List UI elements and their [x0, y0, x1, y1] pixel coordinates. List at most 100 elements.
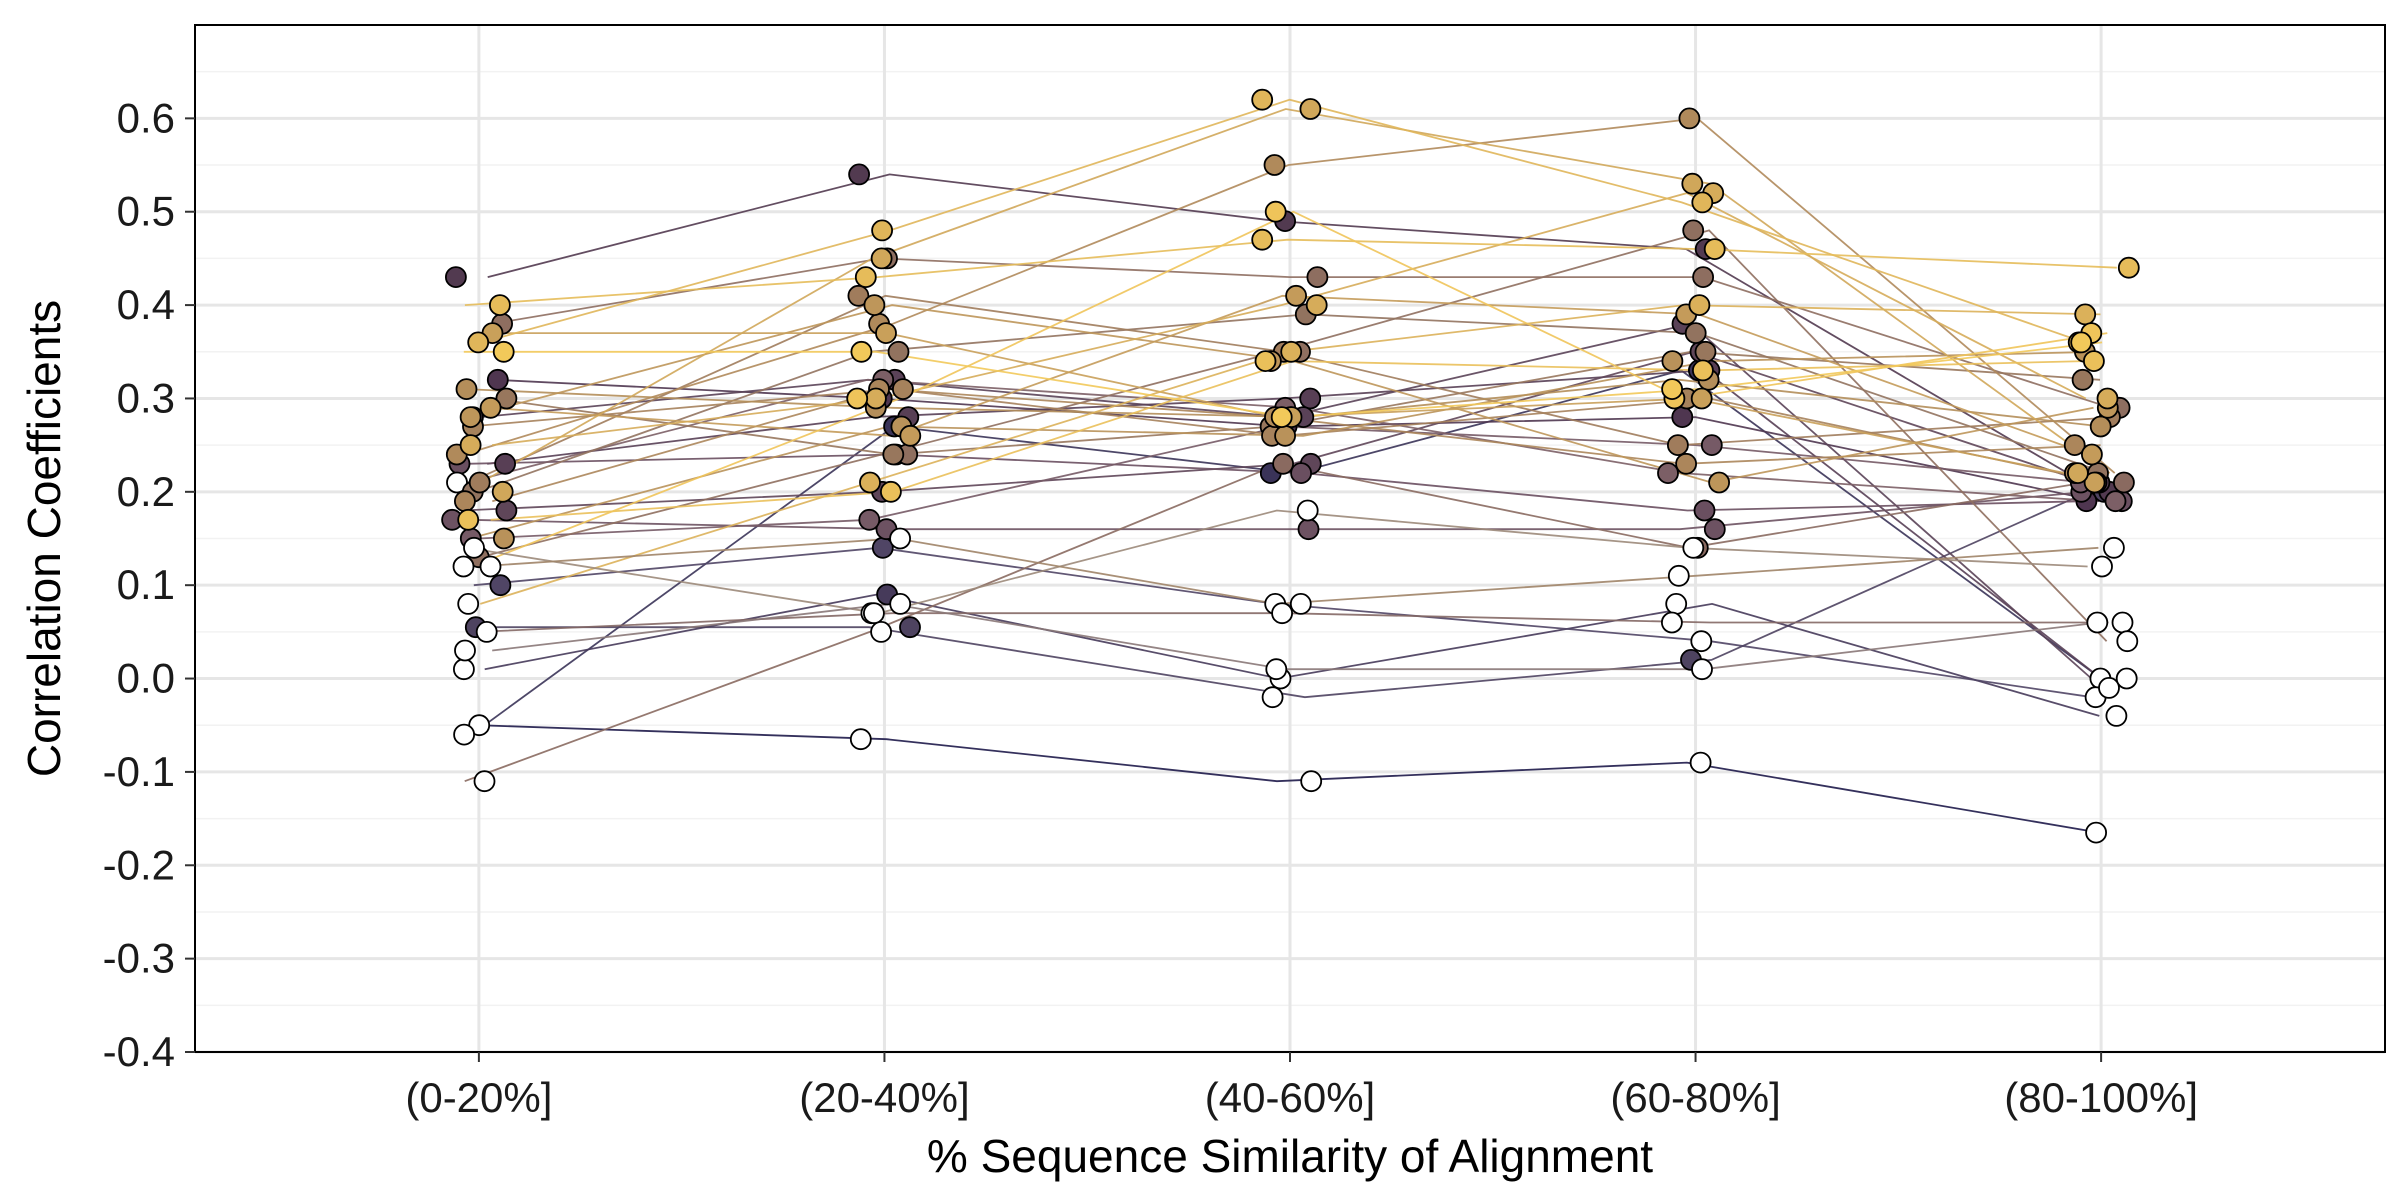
data-point: [486, 368, 509, 391]
y-tick-label: 0.0: [117, 655, 175, 702]
data-point: [489, 574, 512, 597]
data-point: [1681, 172, 1704, 195]
data-point: [1272, 452, 1294, 475]
y-tick-label: 0.4: [117, 281, 175, 328]
data-point: [859, 471, 881, 494]
data-point: [1694, 340, 1717, 363]
y-tick-label: -0.2: [103, 841, 175, 888]
data-point: [1700, 434, 1723, 457]
data-point: [1265, 658, 1288, 681]
data-point: [863, 602, 885, 625]
data-point: [1274, 424, 1296, 447]
series-line: [471, 210, 2108, 568]
data-point: [2086, 611, 2109, 634]
data-point: [455, 378, 478, 401]
data-point: [1678, 107, 1701, 130]
data-point: [2116, 630, 2139, 653]
x-tick-label: (20-40%]: [799, 1074, 969, 1121]
data-point: [468, 471, 491, 494]
series-line: [469, 350, 2098, 540]
data-point: [1657, 462, 1679, 485]
data-point: [858, 508, 881, 531]
data-point: [847, 284, 870, 307]
data-point: [2085, 821, 2108, 844]
data-point: [846, 387, 869, 410]
data-point: [463, 536, 485, 559]
data-point: [2063, 434, 2086, 457]
data-point: [1691, 658, 1713, 681]
data-point: [475, 621, 498, 643]
data-point: [865, 387, 887, 410]
data-point: [2117, 256, 2140, 279]
data-point: [2111, 611, 2134, 634]
data-point: [1254, 350, 1277, 373]
x-tick-label: (0-20%]: [405, 1074, 552, 1121]
data-point: [2102, 536, 2125, 559]
series-line: [481, 98, 2085, 344]
data-point: [2082, 350, 2105, 373]
data-point: [452, 658, 475, 681]
data-point: [875, 322, 897, 345]
y-axis: -0.4 -0.3 -0.2 -0.1 0.0 0.1 0.2 0.3 0.4 0.5 0.6: [103, 94, 195, 1075]
series-line: [467, 490, 2089, 699]
data-point: [1667, 564, 1690, 587]
y-tick-label: -0.1: [103, 748, 175, 795]
data-point: [848, 163, 870, 186]
data-point: [492, 340, 515, 363]
series-line: [488, 294, 2089, 456]
data-point: [1290, 462, 1312, 485]
data-point: [494, 452, 517, 475]
series-line: [463, 117, 2116, 474]
data-point: [850, 340, 873, 363]
data-point: [2080, 443, 2103, 466]
data-point: [849, 728, 872, 751]
data-point: [2083, 471, 2106, 494]
data-point: [1675, 452, 1697, 475]
x-axis-title: % Sequence Similarity of Alignment: [927, 1130, 1653, 1182]
data-point: [1289, 593, 1312, 615]
data-point: [1690, 387, 1713, 410]
data-point: [1271, 602, 1293, 625]
data-point: [444, 266, 467, 289]
data-point: [1708, 471, 1730, 494]
y-tick-label: -0.3: [103, 935, 175, 982]
data-point: [2112, 471, 2135, 494]
data-point: [1692, 266, 1714, 289]
data-point: [1692, 359, 1714, 382]
y-tick-label: 0.1: [117, 561, 175, 608]
data-point: [1299, 98, 1322, 120]
data-point: [488, 294, 511, 317]
data-point: [1305, 294, 1328, 317]
data-points: [441, 88, 2140, 844]
data-point: [1684, 322, 1707, 345]
data-point: [473, 770, 496, 793]
x-tick-label: (60-80%]: [1610, 1074, 1780, 1121]
data-point: [459, 406, 482, 429]
data-point: [871, 219, 893, 242]
data-point: [1693, 499, 1716, 522]
data-point: [1682, 219, 1705, 242]
x-tick-label: (40-60%]: [1205, 1074, 1375, 1121]
data-point: [863, 294, 886, 317]
data-point: [467, 331, 490, 354]
data-point: [1689, 751, 1712, 774]
y-tick-label: -0.4: [103, 1028, 175, 1075]
data-point: [2105, 705, 2128, 727]
data-point: [1297, 518, 1320, 541]
data-point: [1296, 499, 1319, 522]
data-point: [1661, 350, 1684, 373]
data-point: [1263, 154, 1286, 176]
data-point: [459, 434, 482, 457]
data-point: [882, 443, 905, 466]
data-point: [892, 378, 914, 401]
series-line: [491, 257, 2112, 409]
series-line: [466, 509, 2088, 615]
y-axis-title: Correlation Coefficients: [18, 300, 70, 777]
series-line: [491, 192, 2087, 446]
data-point: [1667, 434, 1689, 457]
data-point: [491, 480, 514, 503]
data-point: [495, 499, 518, 522]
y-tick-label: 0.5: [117, 188, 175, 235]
